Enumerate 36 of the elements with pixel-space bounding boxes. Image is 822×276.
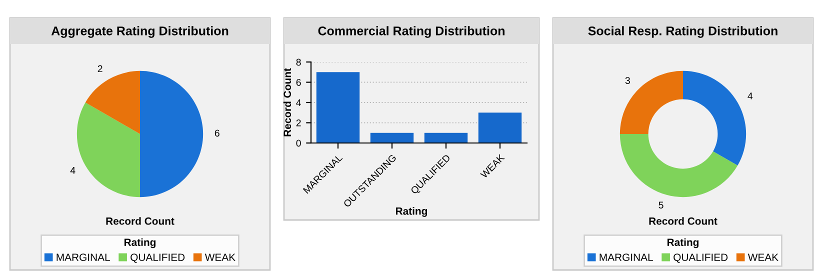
donut-slice bbox=[620, 134, 738, 198]
pie-slice bbox=[85, 70, 140, 134]
y-tick-label: 2 bbox=[296, 119, 301, 126]
legend-label: QUALIFIED bbox=[130, 254, 185, 263]
chart-title: Aggregate Rating Distribution bbox=[51, 26, 228, 38]
y-axis-title: Record Count bbox=[283, 68, 292, 136]
legend-label: MARGINAL bbox=[600, 254, 653, 262]
chart-title: Social Resp. Rating Distribution bbox=[588, 26, 778, 38]
legend-label: WEAK bbox=[204, 254, 236, 261]
text: Record Count bbox=[649, 217, 718, 225]
bar bbox=[478, 112, 522, 143]
chart-title: Commercial Rating Distribution bbox=[318, 26, 504, 38]
legend-label: MARGINAL bbox=[56, 254, 110, 262]
legend-title: Rating bbox=[667, 238, 699, 248]
data-label: 5 bbox=[658, 202, 664, 209]
pie-slice bbox=[76, 102, 140, 198]
legend-title: Rating bbox=[124, 238, 156, 248]
data-label: 2 bbox=[98, 65, 102, 72]
y-tick-label: 6 bbox=[296, 78, 301, 86]
pie-slice bbox=[140, 70, 204, 198]
data-label: 6 bbox=[214, 130, 220, 137]
data-label: 4 bbox=[748, 92, 753, 100]
data-label: 4 bbox=[70, 167, 76, 174]
legend-label: QUALIFIED bbox=[674, 254, 728, 263]
legend-label: WEAK bbox=[748, 254, 778, 261]
donut-slice bbox=[683, 70, 746, 166]
bar bbox=[316, 72, 360, 143]
y-tick-label: 8 bbox=[296, 58, 301, 66]
y-tick-label: 0 bbox=[296, 140, 301, 147]
text: Record Count bbox=[106, 217, 174, 225]
donut-slice bbox=[620, 70, 683, 134]
x-axis-title: Rating bbox=[396, 207, 428, 217]
bar bbox=[424, 132, 468, 143]
data-label: 3 bbox=[625, 77, 630, 84]
bar bbox=[370, 132, 414, 143]
y-tick-label: 4 bbox=[296, 99, 301, 106]
